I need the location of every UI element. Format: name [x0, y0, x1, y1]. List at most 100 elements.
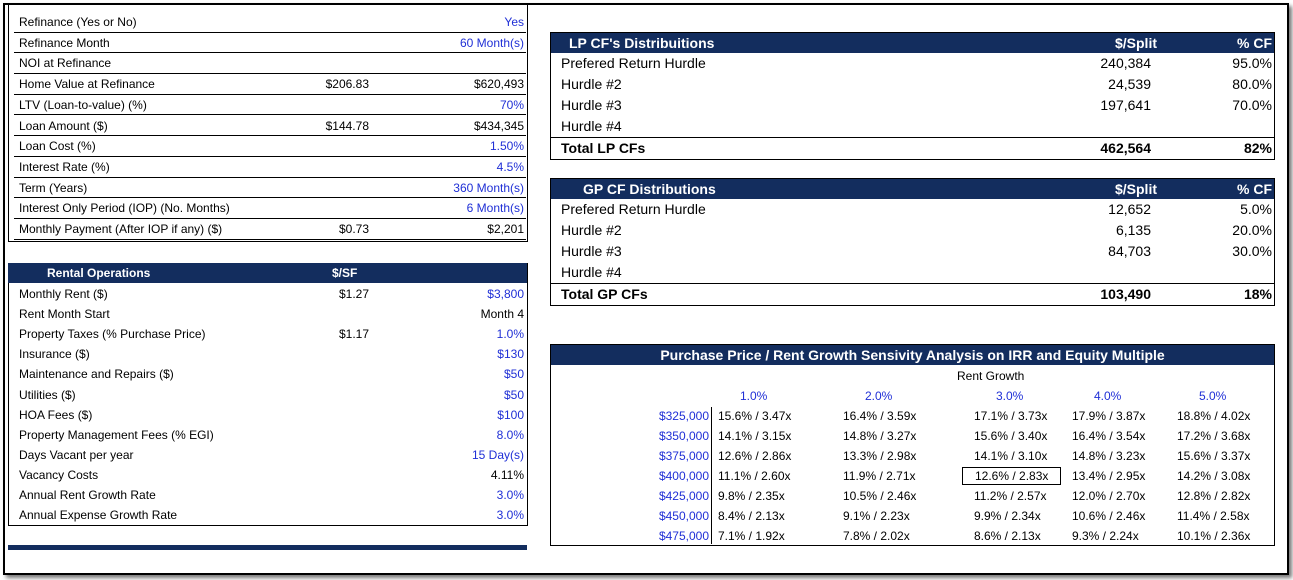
sensitivity-cell[interactable]: 12.8% / 2.82x: [1177, 489, 1251, 503]
sensitivity-cell[interactable]: 16.4% / 3.54x: [1072, 429, 1146, 443]
sensitivity-cell[interactable]: 9.3% / 2.24x: [1072, 529, 1139, 543]
sensitivity-cell[interactable]: 8.4% / 2.13x: [718, 509, 785, 523]
refinance-row[interactable]: LTV (Loan-to-value) (%) 70%: [14, 95, 526, 116]
gp-total-row[interactable]: Total GP CFs 103,490 18%: [551, 283, 1274, 305]
sensitivity-cell[interactable]: 10.5% / 2.46x: [843, 489, 917, 503]
refinance-row[interactable]: Monthly Payment (After IOP if any) ($) $0…: [14, 219, 526, 240]
gp-hurdle-row[interactable]: Prefered Return Hurdle 12,652 5.0%: [551, 199, 1274, 220]
purchase-price-row-header: $425,000: [658, 489, 709, 503]
sensitivity-table: Purchase Price / Rent Growth Sensivity A…: [550, 344, 1275, 546]
rental-value[interactable]: 8.0%: [496, 427, 524, 442]
rental-operations-header: Rental Operations $/SF: [8, 263, 527, 283]
sensitivity-cell[interactable]: 9.8% / 2.35x: [718, 489, 785, 503]
rental-row[interactable]: Property Management Fees (% EGI) 8.0%: [14, 425, 526, 445]
refinance-row[interactable]: NOI at Refinance: [14, 53, 526, 75]
refinance-value[interactable]: 4.5%: [496, 159, 524, 174]
sensitivity-cell[interactable]: 17.9% / 3.87x: [1072, 409, 1146, 423]
rental-row[interactable]: Maintenance and Repairs ($) $50: [14, 364, 526, 384]
refinance-label: Refinance Month: [19, 35, 110, 50]
refinance-row[interactable]: Term (Years) 360 Month(s): [14, 178, 526, 199]
rental-label: Vacancy Costs: [19, 467, 99, 482]
refinance-value[interactable]: 6 Month(s): [466, 201, 524, 216]
sensitivity-cell[interactable]: 16.4% / 3.59x: [843, 409, 917, 423]
rental-value[interactable]: 3.0%: [496, 488, 524, 502]
lp-hurdle-row[interactable]: Prefered Return Hurdle 240,384 95.0%: [551, 53, 1274, 74]
rental-row[interactable]: HOA Fees ($) $100: [14, 405, 526, 425]
refinance-row[interactable]: Refinance (Yes or No) Yes: [14, 12, 526, 33]
sensitivity-cell[interactable]: 10.6% / 2.46x: [1072, 509, 1146, 523]
refinance-value[interactable]: $620,493: [473, 77, 524, 92]
refinance-value[interactable]: 70%: [499, 97, 524, 112]
rental-label: Annual Expense Growth Rate: [19, 508, 178, 523]
rental-value[interactable]: 4.11%: [490, 467, 524, 482]
refinance-label: Interest Rate (%): [19, 159, 110, 174]
rental-value[interactable]: $50: [503, 367, 524, 382]
lp-hurdle-row[interactable]: Hurdle #3 197,641 70.0%: [551, 95, 1274, 116]
rental-row[interactable]: Annual Rent Growth Rate 3.0%: [14, 485, 526, 505]
refinance-value[interactable]: $434,345: [473, 118, 524, 133]
refinance-row[interactable]: Refinance Month 60 Month(s): [14, 33, 526, 54]
refinance-row[interactable]: Loan Amount ($) $144.78 $434,345: [14, 116, 526, 137]
sensitivity-cell[interactable]: 11.9% / 2.71x: [843, 469, 916, 483]
rental-value[interactable]: Month 4: [480, 307, 524, 322]
lp-amount: 197,641: [1100, 97, 1151, 113]
gp-hurdle-row[interactable]: Hurdle #4: [551, 262, 1274, 283]
sensitivity-cell[interactable]: 12.6% / 2.86x: [718, 449, 792, 463]
sensitivity-cell[interactable]: 15.6% / 3.47x: [718, 409, 792, 423]
sensitivity-cell[interactable]: 9.9% / 2.34x: [974, 509, 1041, 523]
refinance-value[interactable]: 60 Month(s): [459, 35, 524, 50]
sensitivity-cell[interactable]: 12.6% / 2.83x: [962, 467, 1062, 485]
rental-value[interactable]: $50: [503, 387, 524, 402]
sensitivity-cell[interactable]: 8.6% / 2.13x: [974, 529, 1041, 543]
sensitivity-cell[interactable]: 7.8% / 2.02x: [843, 529, 910, 543]
rental-label: Rent Month Start: [19, 307, 110, 322]
sensitivity-cell[interactable]: 14.8% / 3.23x: [1072, 449, 1146, 463]
sensitivity-cell[interactable]: 11.1% / 2.60x: [718, 469, 791, 483]
sensitivity-cell[interactable]: 12.0% / 2.70x: [1072, 489, 1146, 503]
sensitivity-cell[interactable]: 17.2% / 3.68x: [1177, 429, 1251, 443]
refinance-row[interactable]: Loan Cost (%) 1.50%: [14, 136, 526, 157]
sensitivity-cell[interactable]: 14.8% / 3.27x: [843, 429, 917, 443]
rental-value[interactable]: 1.0%: [496, 327, 524, 342]
rental-row[interactable]: Vacancy Costs 4.11%: [14, 465, 526, 485]
sensitivity-cell[interactable]: 15.6% / 3.37x: [1177, 449, 1251, 463]
rental-row[interactable]: Annual Expense Growth Rate 3.0%: [14, 505, 526, 525]
rental-value[interactable]: $100: [497, 407, 524, 422]
lp-hurdle-row[interactable]: Hurdle #4: [551, 116, 1274, 137]
sensitivity-cell[interactable]: 15.6% / 3.40x: [974, 429, 1048, 443]
sensitivity-cell[interactable]: 18.8% / 4.02x: [1177, 409, 1251, 423]
rental-value[interactable]: 3.0%: [496, 508, 524, 523]
refinance-value[interactable]: Yes: [504, 15, 524, 29]
rental-value[interactable]: 15 Day(s): [471, 447, 524, 462]
lp-hurdle-row[interactable]: Hurdle #2 24,539 80.0%: [551, 74, 1274, 95]
refinance-value[interactable]: $2,201: [487, 222, 524, 236]
sensitivity-cell[interactable]: 17.1% / 3.73x: [974, 409, 1048, 423]
refinance-value[interactable]: 360 Month(s): [453, 180, 524, 195]
rental-value[interactable]: $3,800: [487, 287, 524, 301]
rental-row[interactable]: Utilities ($) $50: [14, 385, 526, 405]
rental-row[interactable]: Days Vacant per year 15 Day(s): [14, 445, 526, 465]
sensitivity-cell[interactable]: 9.1% / 2.23x: [843, 509, 910, 523]
sensitivity-cell[interactable]: 14.2% / 3.08x: [1177, 469, 1251, 483]
gp-total-label: Total GP CFs: [561, 286, 648, 302]
sensitivity-cell[interactable]: 14.1% / 3.10x: [974, 449, 1048, 463]
rental-row[interactable]: Monthly Rent ($) $1.27 $3,800: [14, 284, 526, 304]
refinance-row[interactable]: Interest Rate (%) 4.5%: [14, 157, 526, 178]
rental-row[interactable]: Property Taxes (% Purchase Price) $1.17 1.…: [14, 324, 526, 344]
rental-value[interactable]: $130: [497, 347, 524, 362]
sensitivity-cell[interactable]: 13.3% / 2.98x: [843, 449, 917, 463]
sensitivity-cell[interactable]: 11.2% / 2.57x: [974, 489, 1047, 503]
lp-total-row[interactable]: Total LP CFs 462,564 82%: [551, 137, 1274, 159]
gp-hurdle-row[interactable]: Hurdle #2 6,135 20.0%: [551, 220, 1274, 241]
sensitivity-cell[interactable]: 7.1% / 1.92x: [718, 529, 785, 543]
rental-row[interactable]: Insurance ($) $130: [14, 344, 526, 364]
sensitivity-cell[interactable]: 13.4% / 2.95x: [1072, 469, 1146, 483]
sensitivity-cell[interactable]: 10.1% / 2.36x: [1177, 529, 1251, 543]
sensitivity-cell[interactable]: 14.1% / 3.15x: [718, 429, 792, 443]
refinance-row[interactable]: Interest Only Period (IOP) (No. Months) 6…: [14, 198, 526, 219]
rental-row[interactable]: Rent Month Start Month 4: [14, 304, 526, 324]
refinance-row[interactable]: Home Value at Refinance $206.83 $620,493: [14, 74, 526, 95]
refinance-value[interactable]: 1.50%: [489, 139, 524, 154]
gp-hurdle-row[interactable]: Hurdle #3 84,703 30.0%: [551, 241, 1274, 262]
sensitivity-cell[interactable]: 11.4% / 2.58x: [1177, 509, 1250, 523]
